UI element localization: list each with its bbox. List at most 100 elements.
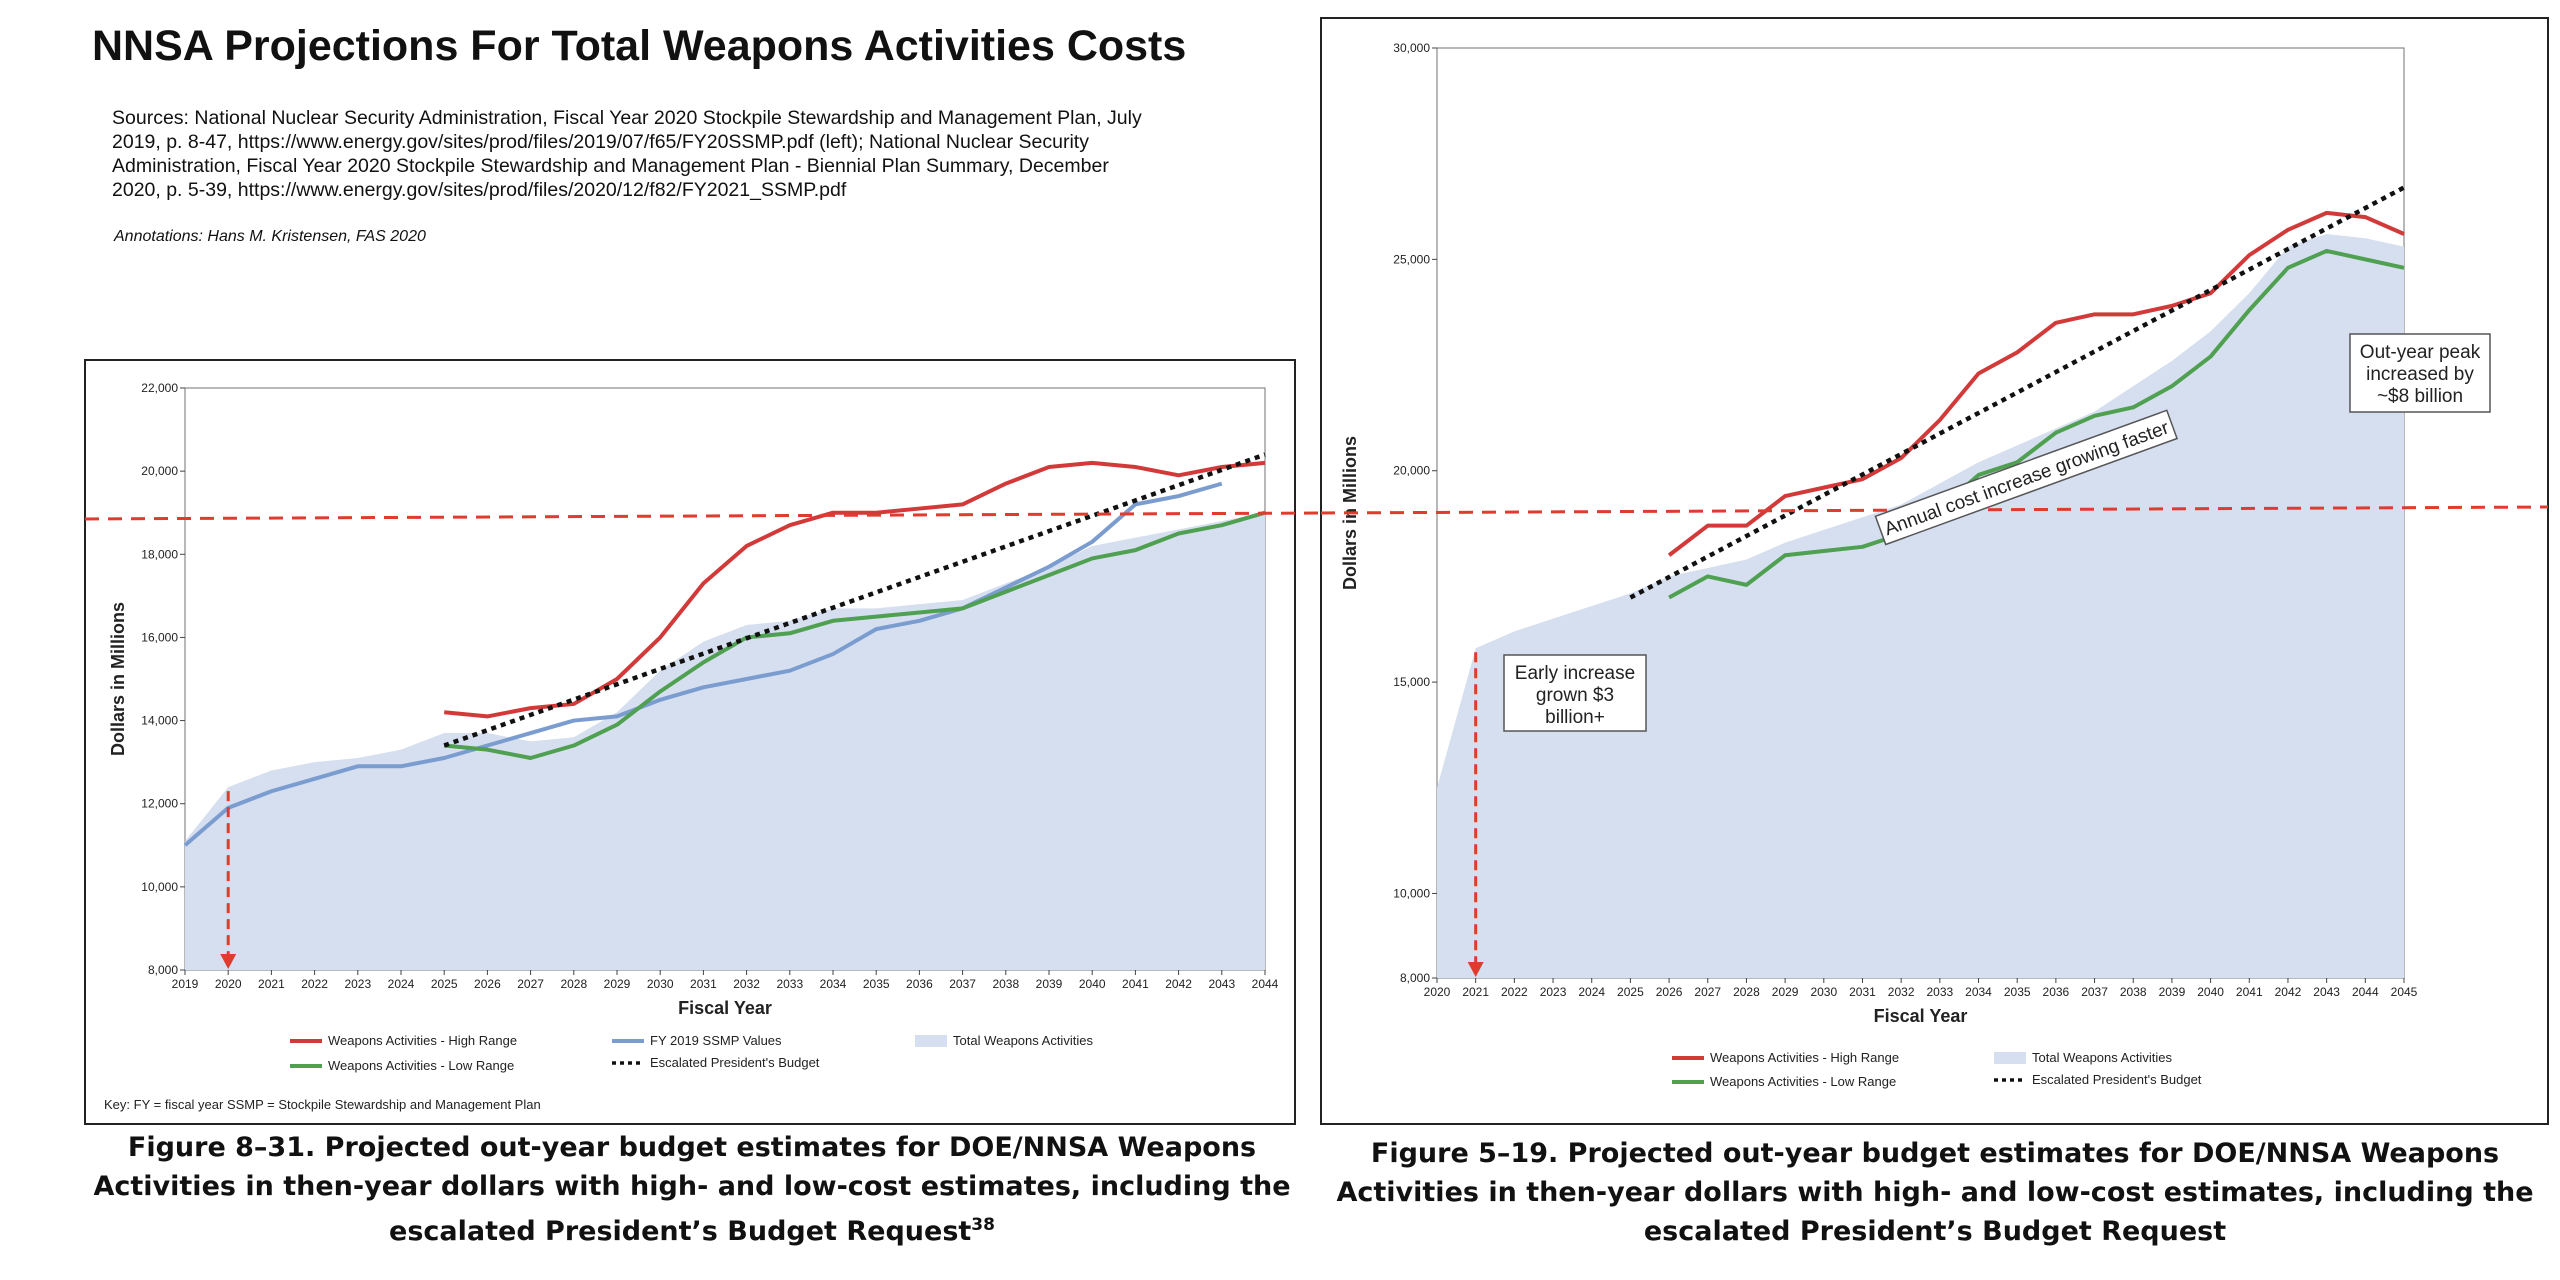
right-ref-line [1320,505,2549,515]
left-y-tick-label: 8,000 [148,963,178,977]
left-chart: 8,000 10,000 12,000 14,000 16,000 18,000 20,00… [84,359,1296,1125]
left-y-tick-label: 14,000 [141,714,178,728]
trend-annotation-box [1874,409,2179,546]
right-legend-budget-label: Escalated President's Budget [2032,1072,2202,1087]
left-x-tick-label: 2031 [690,977,717,991]
early-increase-annotation-box [1503,654,1647,732]
left-arrow-head [220,954,237,969]
right-series-high-line [1667,210,2405,557]
out-year-peak-annotation-line: ~$8 billion [2377,386,2463,407]
left-x-tick-label: 2020 [215,977,242,991]
right-x-tick-label: 2032 [1888,985,1915,999]
left-x-tick-label: 2032 [733,977,760,991]
right-y-tick-label: 10,000 [1393,886,1430,900]
footnote-marker: 38 [971,1215,995,1235]
right-x-tick-label: 2024 [1578,985,1605,999]
right-x-tick-label: 2028 [1733,985,1760,999]
right-x-tick-label: 2035 [2004,985,2031,999]
left-series-ssmp-line [183,481,1223,847]
right-series-low-line [1668,248,2405,600]
right-x-tick-label: 2023 [1540,985,1567,999]
right-y-tick-label: 30,000 [1393,41,1430,55]
right-x-tick-label: 2038 [2120,985,2147,999]
out-year-peak-annotation-box [2349,333,2491,413]
right-x-tick-label: 2034 [1965,985,1992,999]
left-legend-total-label: Total Weapons Activities [953,1033,1093,1048]
left-x-tick-label: 2022 [301,977,328,991]
left-legend-high-label: Weapons Activities - High Range [328,1033,517,1048]
out-year-peak-annotation-line: increased by [2366,364,2474,385]
left-x-tick-label: 2038 [992,977,1019,991]
left-y-tick-label: 12,000 [141,797,178,811]
sources-text: Sources: National Nuclear Security Admin… [112,107,1142,201]
right-y-tick-label: 8,000 [1400,971,1430,985]
left-x-tick-label: 2034 [820,977,847,991]
page-title: NNSA Projections For Total Weapons Activ… [92,22,1187,70]
figure-caption-left-text: Figure 8–31. Projected out-year budget e… [93,1132,1291,1247]
right-legend-low-label: Weapons Activities - Low Range [1710,1074,1896,1089]
left-x-tick-label: 2025 [431,977,458,991]
right-x-tick-label: 2020 [1424,985,1451,999]
right-legend-total-label: Total Weapons Activities [2032,1050,2172,1065]
right-x-tick-label: 2036 [2043,985,2070,999]
right-x-tick-label: 2045 [2391,985,2418,999]
left-x-tick-label: 2043 [1208,977,1235,991]
early-increase-annotation-line: billion+ [1545,707,1605,728]
left-x-tick-label: 2039 [1036,977,1063,991]
left-x-tick-label: 2026 [474,977,501,991]
right-legend-total-swatch [1994,1052,2026,1064]
right-chart: 8,000 10,000 15,000 20,000 25,000 30,000 2020 2… [1320,17,2549,1125]
right-x-tick-label: 2027 [1694,985,1721,999]
left-legend-low-label: Weapons Activities - Low Range [328,1058,514,1073]
right-x-tick-label: 2031 [1849,985,1876,999]
left-x-tick-label: 2044 [1252,977,1279,991]
left-x-tick-label: 2033 [776,977,803,991]
left-x-tick-label: 2035 [863,977,890,991]
left-x-tick-label: 2023 [344,977,371,991]
right-x-tick-label: 2037 [2081,985,2108,999]
right-y-tick-label: 20,000 [1393,464,1430,478]
left-series-low-line [444,510,1266,760]
right-arrow-head [1467,962,1484,977]
right-x-tick-label: 2026 [1656,985,1683,999]
left-x-tick-label: 2037 [949,977,976,991]
left-x-axis-label: Fiscal Year [678,998,772,1018]
right-x-tick-label: 2041 [2236,985,2263,999]
left-x-tick-label: 2030 [647,977,674,991]
left-y-axis-label: Dollars in Millions [108,602,128,756]
right-x-tick-label: 2043 [2313,985,2340,999]
early-increase-annotation-line: Early increase [1515,663,1635,684]
right-x-tick-label: 2022 [1501,985,1528,999]
left-y-tick-label: 16,000 [141,630,178,644]
right-x-tick-label: 2044 [2352,985,2379,999]
right-x-tick-label: 2040 [2197,985,2224,999]
left-legend-budget-label: Escalated President's Budget [650,1055,820,1070]
left-x-tick-label: 2041 [1122,977,1149,991]
figure-caption-right: Figure 5–19. Projected out-year budget e… [1336,1138,2534,1247]
left-x-tick-label: 2019 [172,977,199,991]
left-y-tick-label: 10,000 [141,880,178,894]
left-key-note: Key: FY = fiscal year SSMP = Stockpile S… [104,1097,541,1112]
figure-caption-left: Figure 8–31. Projected out-year budget e… [84,1128,1300,1251]
left-x-tick-label: 2021 [258,977,285,991]
early-increase-annotation-line: grown $3 [1536,685,1614,706]
left-y-tick-label: 22,000 [141,381,178,395]
left-x-tick-label: 2040 [1079,977,1106,991]
right-x-axis-label: Fiscal Year [1874,1006,1968,1026]
left-y-tick-label: 18,000 [141,547,178,561]
right-x-tick-label: 2033 [1926,985,1953,999]
annotations-credit: Annotations: Hans M. Kristensen, FAS 202… [114,228,426,245]
right-x-tick-label: 2029 [1772,985,1799,999]
left-x-tick-label: 2029 [604,977,631,991]
left-x-tick-label: 2028 [560,977,587,991]
right-x-tick-label: 2025 [1617,985,1644,999]
left-series-total-area [185,512,1265,970]
left-x-tick-label: 2036 [906,977,933,991]
left-x-tick-label: 2027 [517,977,544,991]
right-y-tick-label: 15,000 [1393,675,1430,689]
right-x-tick-label: 2042 [2275,985,2302,999]
right-legend-high-label: Weapons Activities - High Range [1710,1050,1899,1065]
right-x-tick-label: 2030 [1810,985,1837,999]
